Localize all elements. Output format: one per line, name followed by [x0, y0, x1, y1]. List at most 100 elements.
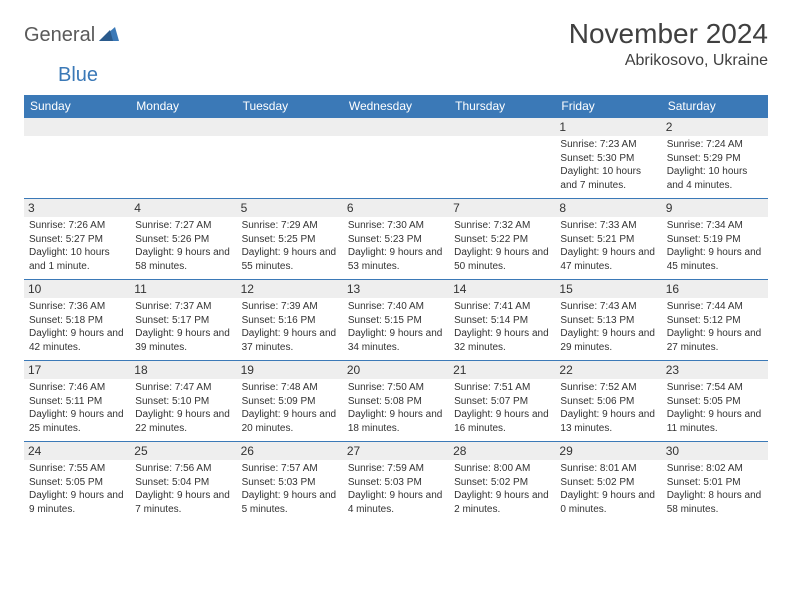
- day-number: 14: [449, 280, 555, 298]
- calendar-cell: 10 Sunrise: 7:36 AMSunset: 5:18 PMDayligh…: [24, 280, 130, 361]
- day-details: Sunrise: 7:43 AMSunset: 5:13 PMDaylight:…: [560, 300, 656, 354]
- calendar-cell: 27 Sunrise: 7:59 AMSunset: 5:03 PMDayligh…: [343, 442, 449, 523]
- calendar-cell: [130, 118, 236, 199]
- calendar-cell: 1Sunrise: 7:23 AMSunset: 5:30 PMDaylight…: [555, 118, 661, 199]
- calendar-week: 10 Sunrise: 7:36 AMSunset: 5:18 PMDayligh…: [24, 280, 768, 361]
- calendar-cell: 28Sunrise: 8:00 AMSunset: 5:02 PMDayligh…: [449, 442, 555, 523]
- day-header: Monday: [130, 95, 236, 118]
- day-number-empty: [24, 118, 130, 136]
- day-number: 16: [662, 280, 768, 298]
- day-number: 10: [24, 280, 130, 298]
- day-details: Sunrise: 7:59 AMSunset: 5:03 PMDaylight:…: [348, 462, 444, 516]
- calendar-cell: 26 Sunrise: 7:57 AMSunset: 5:03 PMDayligh…: [237, 442, 343, 523]
- brand-text-blue: Blue: [58, 64, 98, 87]
- day-number: 23: [662, 361, 768, 379]
- day-details: Sunrise: 7:47 AMSunset: 5:10 PMDaylight:…: [135, 381, 231, 435]
- day-number: 11: [130, 280, 236, 298]
- calendar-cell: 20Sunrise: 7:50 AMSunset: 5:08 PMDayligh…: [343, 361, 449, 442]
- day-details: Sunrise: 7:26 AMSunset: 5:27 PMDaylight:…: [29, 219, 125, 273]
- day-details: Sunrise: 7:32 AMSunset: 5:22 PMDaylight:…: [454, 219, 550, 273]
- calendar-cell: 21 Sunrise: 7:51 AMSunset: 5:07 PMDayligh…: [449, 361, 555, 442]
- calendar-head: SundayMondayTuesdayWednesdayThursdayFrid…: [24, 95, 768, 118]
- title-block: November 2024 Abrikosovo, Ukraine: [569, 18, 768, 70]
- calendar-cell: 5 Sunrise: 7:29 AMSunset: 5:25 PMDaylight…: [237, 199, 343, 280]
- day-number: 15: [555, 280, 661, 298]
- day-details: Sunrise: 7:44 AMSunset: 5:12 PMDaylight:…: [667, 300, 763, 354]
- day-details: Sunrise: 7:33 AMSunset: 5:21 PMDaylight:…: [560, 219, 656, 273]
- calendar-cell: 15 Sunrise: 7:43 AMSunset: 5:13 PMDayligh…: [555, 280, 661, 361]
- day-number: 5: [237, 199, 343, 217]
- day-details: Sunrise: 7:39 AMSunset: 5:16 PMDaylight:…: [242, 300, 338, 354]
- day-number: 13: [343, 280, 449, 298]
- day-number: 19: [237, 361, 343, 379]
- calendar-week: 24 Sunrise: 7:55 AMSunset: 5:05 PMDayligh…: [24, 442, 768, 523]
- calendar-cell: 30 Sunrise: 8:02 AMSunset: 5:01 PMDayligh…: [662, 442, 768, 523]
- calendar-cell: 19 Sunrise: 7:48 AMSunset: 5:09 PMDayligh…: [237, 361, 343, 442]
- day-number: 18: [130, 361, 236, 379]
- calendar-cell: [237, 118, 343, 199]
- calendar-cell: 7Sunrise: 7:32 AMSunset: 5:22 PMDaylight…: [449, 199, 555, 280]
- day-number: 4: [130, 199, 236, 217]
- day-details: Sunrise: 7:30 AMSunset: 5:23 PMDaylight:…: [348, 219, 444, 273]
- calendar-cell: 13 Sunrise: 7:40 AMSunset: 5:15 PMDayligh…: [343, 280, 449, 361]
- day-header: Tuesday: [237, 95, 343, 118]
- day-number: 9: [662, 199, 768, 217]
- day-number: 27: [343, 442, 449, 460]
- calendar-cell: [343, 118, 449, 199]
- calendar-cell: 22 Sunrise: 7:52 AMSunset: 5:06 PMDayligh…: [555, 361, 661, 442]
- day-number: 24: [24, 442, 130, 460]
- brand-triangle-icon: [99, 25, 119, 46]
- day-details: Sunrise: 7:36 AMSunset: 5:18 PMDaylight:…: [29, 300, 125, 354]
- calendar-cell: 23 Sunrise: 7:54 AMSunset: 5:05 PMDayligh…: [662, 361, 768, 442]
- day-number: 1: [555, 118, 661, 136]
- day-header-row: SundayMondayTuesdayWednesdayThursdayFrid…: [24, 95, 768, 118]
- day-number: 26: [237, 442, 343, 460]
- calendar-cell: 17Sunrise: 7:46 AMSunset: 5:11 PMDayligh…: [24, 361, 130, 442]
- day-details: Sunrise: 7:41 AMSunset: 5:14 PMDaylight:…: [454, 300, 550, 354]
- brand-text-general: General: [24, 24, 95, 47]
- calendar-cell: 8 Sunrise: 7:33 AMSunset: 5:21 PMDaylight…: [555, 199, 661, 280]
- day-header: Friday: [555, 95, 661, 118]
- day-details: Sunrise: 7:52 AMSunset: 5:06 PMDaylight:…: [560, 381, 656, 435]
- calendar-cell: 16 Sunrise: 7:44 AMSunset: 5:12 PMDayligh…: [662, 280, 768, 361]
- calendar-week: 3 Sunrise: 7:26 AMSunset: 5:27 PMDaylight…: [24, 199, 768, 280]
- calendar-cell: 9 Sunrise: 7:34 AMSunset: 5:19 PMDaylight…: [662, 199, 768, 280]
- day-details: Sunrise: 8:02 AMSunset: 5:01 PMDaylight:…: [667, 462, 763, 516]
- day-number: 30: [662, 442, 768, 460]
- day-header: Thursday: [449, 95, 555, 118]
- day-number: 25: [130, 442, 236, 460]
- calendar-cell: [449, 118, 555, 199]
- day-details: Sunrise: 7:57 AMSunset: 5:03 PMDaylight:…: [242, 462, 338, 516]
- day-details: Sunrise: 7:40 AMSunset: 5:15 PMDaylight:…: [348, 300, 444, 354]
- calendar-cell: 4 Sunrise: 7:27 AMSunset: 5:26 PMDaylight…: [130, 199, 236, 280]
- day-number: 21: [449, 361, 555, 379]
- day-details: Sunrise: 7:51 AMSunset: 5:07 PMDaylight:…: [454, 381, 550, 435]
- day-details: Sunrise: 8:00 AMSunset: 5:02 PMDaylight:…: [454, 462, 550, 516]
- calendar-cell: 29 Sunrise: 8:01 AMSunset: 5:02 PMDayligh…: [555, 442, 661, 523]
- day-number: 6: [343, 199, 449, 217]
- day-details: Sunrise: 7:37 AMSunset: 5:17 PMDaylight:…: [135, 300, 231, 354]
- day-number: 3: [24, 199, 130, 217]
- day-details: Sunrise: 7:34 AMSunset: 5:19 PMDaylight:…: [667, 219, 763, 273]
- day-number: 22: [555, 361, 661, 379]
- day-details: Sunrise: 7:24 AMSunset: 5:29 PMDaylight:…: [667, 138, 763, 192]
- calendar-cell: 6 Sunrise: 7:30 AMSunset: 5:23 PMDaylight…: [343, 199, 449, 280]
- day-details: Sunrise: 7:55 AMSunset: 5:05 PMDaylight:…: [29, 462, 125, 516]
- day-details: Sunrise: 8:01 AMSunset: 5:02 PMDaylight:…: [560, 462, 656, 516]
- calendar-cell: 14 Sunrise: 7:41 AMSunset: 5:14 PMDayligh…: [449, 280, 555, 361]
- day-details: Sunrise: 7:50 AMSunset: 5:08 PMDaylight:…: [348, 381, 444, 435]
- day-number: 12: [237, 280, 343, 298]
- calendar-cell: 3 Sunrise: 7:26 AMSunset: 5:27 PMDaylight…: [24, 199, 130, 280]
- day-details: Sunrise: 7:48 AMSunset: 5:09 PMDaylight:…: [242, 381, 338, 435]
- day-details: Sunrise: 7:29 AMSunset: 5:25 PMDaylight:…: [242, 219, 338, 273]
- day-number-empty: [237, 118, 343, 136]
- day-details: Sunrise: 7:56 AMSunset: 5:04 PMDaylight:…: [135, 462, 231, 516]
- day-details: Sunrise: 7:27 AMSunset: 5:26 PMDaylight:…: [135, 219, 231, 273]
- calendar-table: SundayMondayTuesdayWednesdayThursdayFrid…: [24, 95, 768, 522]
- day-header: Sunday: [24, 95, 130, 118]
- day-details: Sunrise: 7:54 AMSunset: 5:05 PMDaylight:…: [667, 381, 763, 435]
- day-number: 29: [555, 442, 661, 460]
- day-details: Sunrise: 7:46 AMSunset: 5:11 PMDaylight:…: [29, 381, 125, 435]
- day-number: 8: [555, 199, 661, 217]
- calendar-cell: [24, 118, 130, 199]
